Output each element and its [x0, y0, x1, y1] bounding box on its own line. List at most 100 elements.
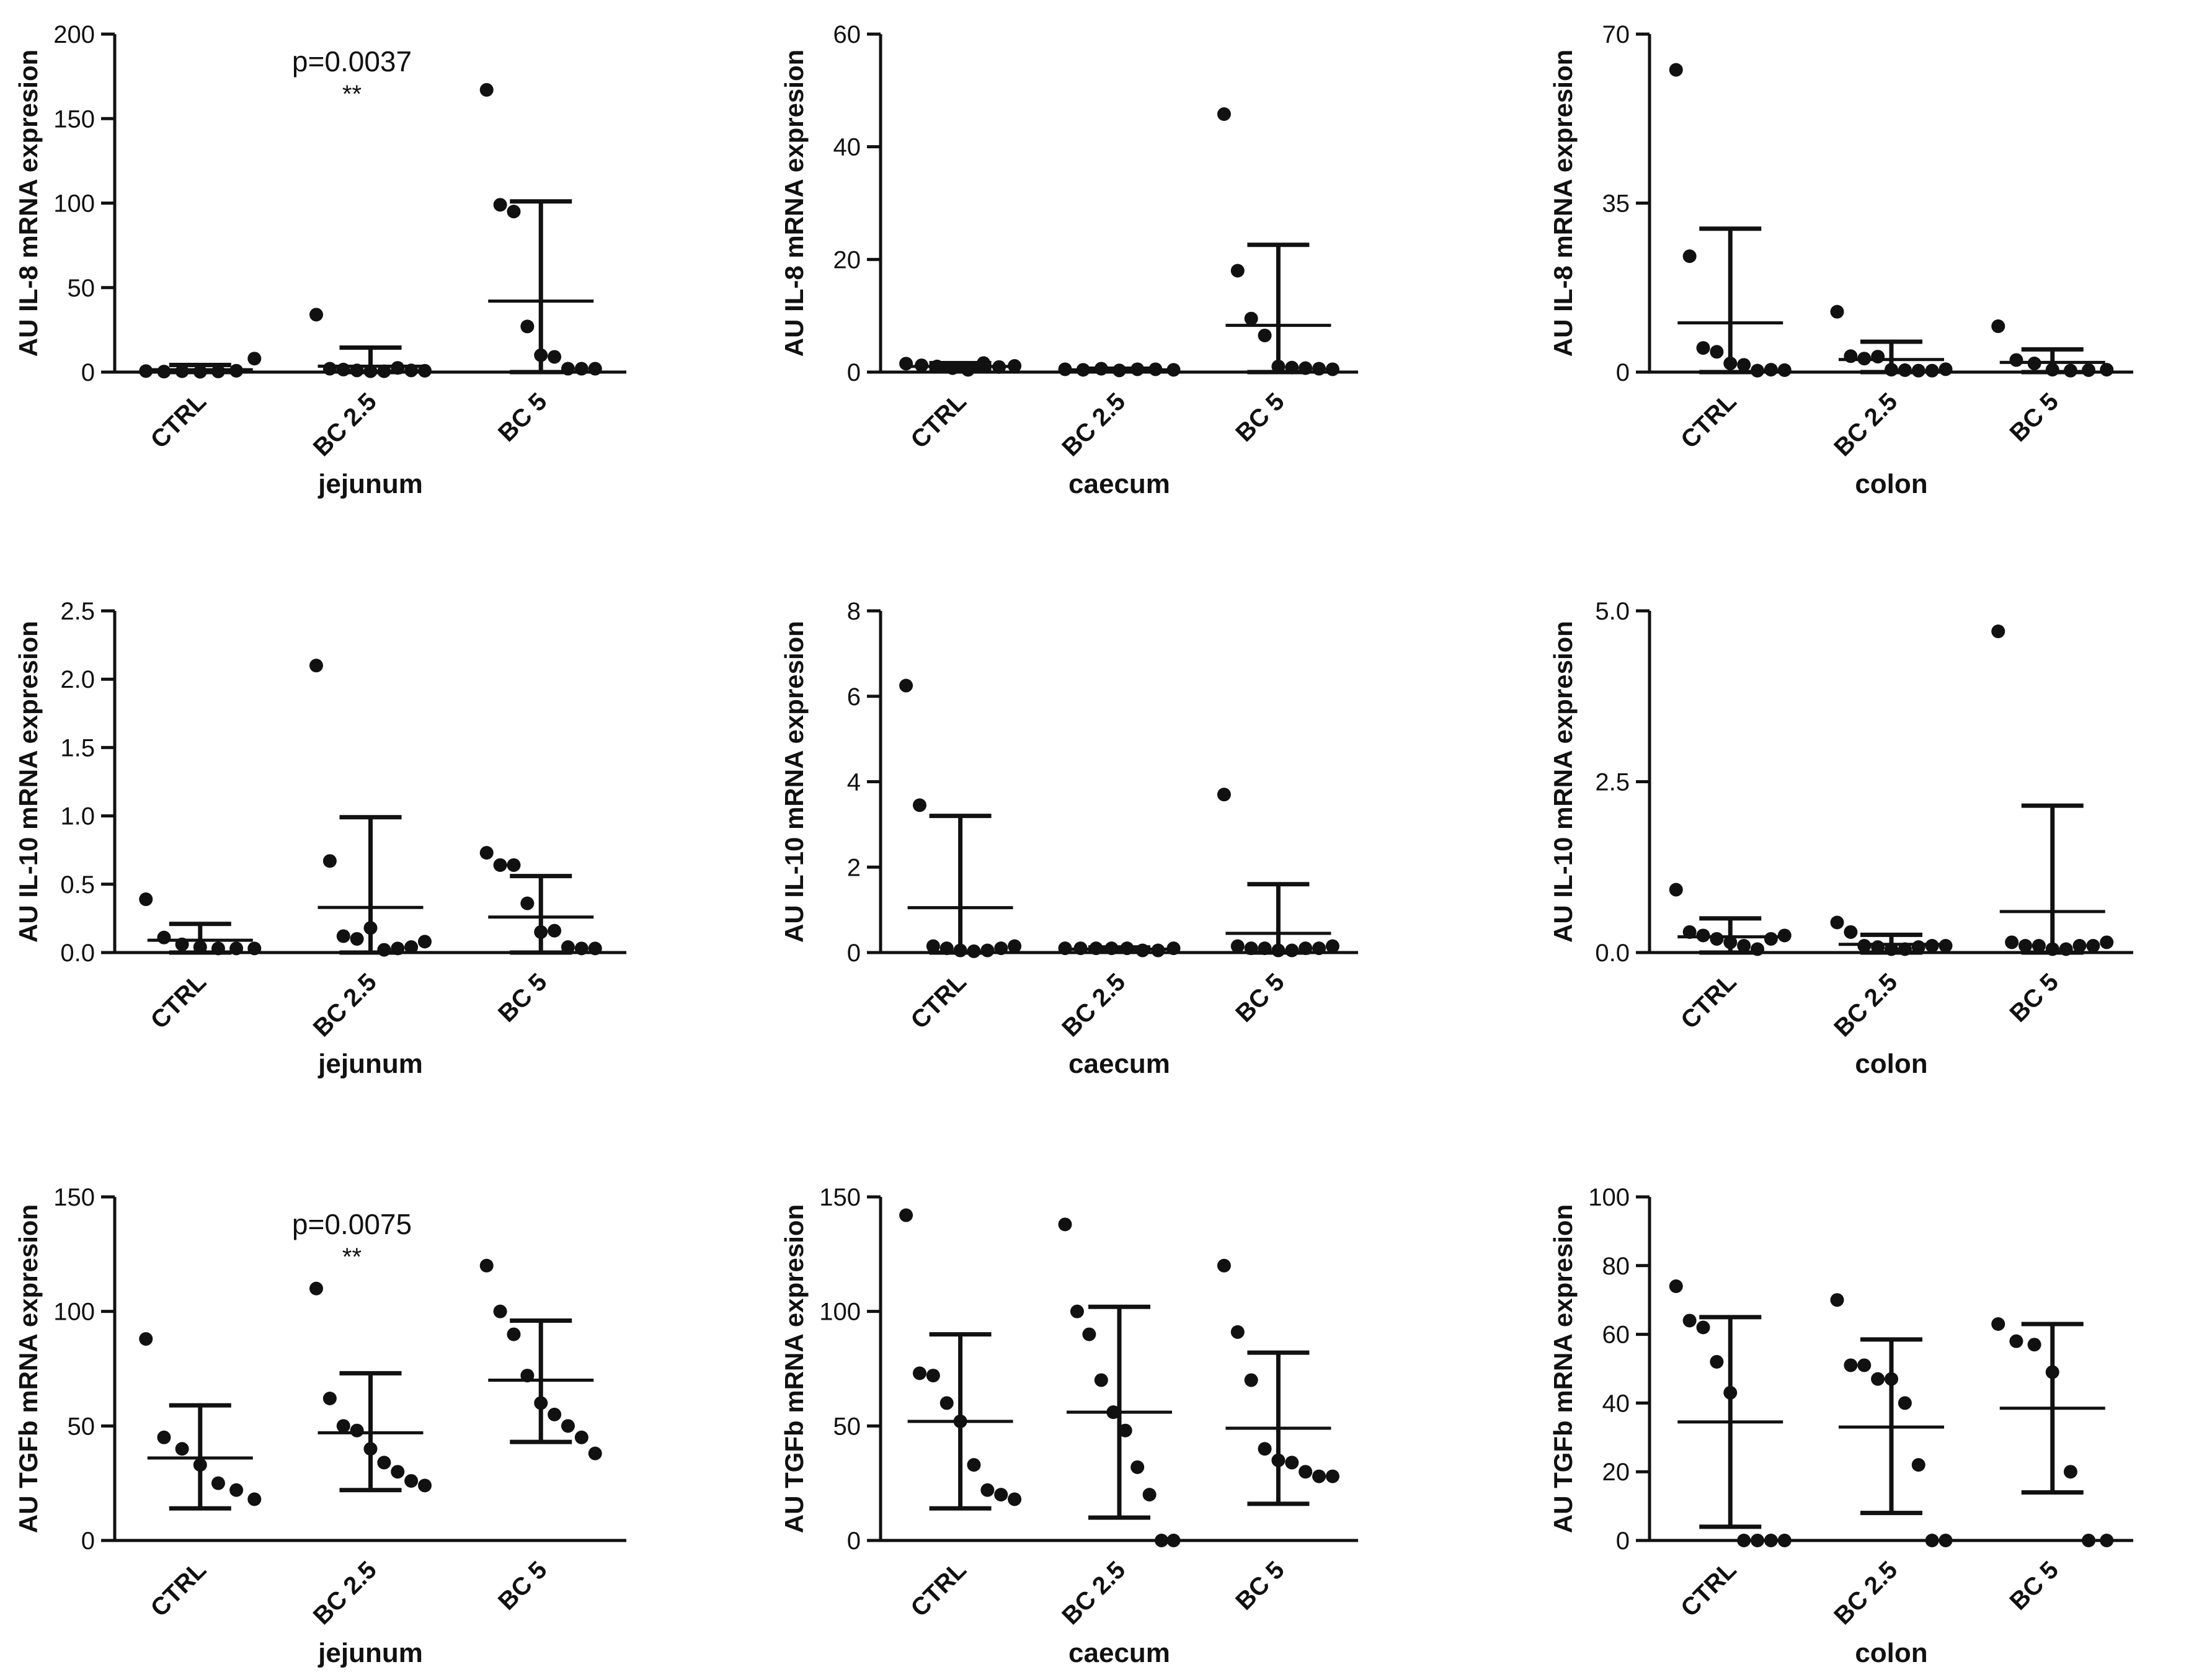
data-point [1148, 362, 1163, 376]
data-point [139, 892, 153, 907]
data-point [912, 798, 926, 812]
y-tick-label: 40 [1602, 1390, 1630, 1417]
data-point [1285, 1456, 1299, 1470]
data-point [2045, 942, 2059, 956]
x-tick-label: BC 5 [1230, 968, 1290, 1028]
data-point [418, 1478, 432, 1493]
significance-stars: ** [342, 1243, 362, 1271]
y-tick-label: 0 [81, 359, 95, 386]
data-point [1925, 938, 1939, 953]
data-point [980, 943, 995, 958]
data-point [1696, 1320, 1710, 1335]
x-tick-label: CTRL [146, 1556, 212, 1622]
data-point [1777, 363, 1792, 377]
y-axis-title: AU TGFb mRNA expresion [14, 1204, 43, 1534]
x-axis-title: caecum [1068, 1049, 1170, 1079]
x-axis-title: jejunum [318, 469, 423, 499]
data-point [899, 357, 913, 371]
data-point [520, 1369, 535, 1383]
data-point [953, 943, 967, 958]
y-tick-label: 200 [53, 21, 95, 48]
data-point [2005, 935, 2019, 949]
y-tick-label: 50 [68, 1413, 95, 1440]
data-point [1166, 1534, 1181, 1547]
data-point [1669, 63, 1683, 77]
data-point [507, 858, 521, 872]
data-point [193, 365, 207, 379]
data-point [1230, 264, 1245, 278]
x-tick-label: BC 2.5 [1829, 1556, 1903, 1630]
data-point [418, 935, 432, 949]
y-axis-title: AU IL-8 mRNA expresion [1548, 50, 1578, 357]
x-tick-label: BC 5 [493, 1556, 553, 1616]
data-point [574, 362, 588, 376]
data-point [1871, 350, 1885, 364]
y-tick-label: 150 [53, 1184, 95, 1211]
data-point [2045, 363, 2059, 377]
data-point [1925, 1534, 1939, 1547]
data-point [1155, 1534, 1169, 1547]
x-tick-label: BC 2.5 [1829, 968, 1903, 1042]
data-point [1285, 943, 1299, 958]
data-point [1710, 1354, 1724, 1369]
y-tick-label: 5.0 [1595, 598, 1630, 625]
data-point [2100, 1534, 2114, 1547]
data-point [1682, 249, 1697, 264]
data-point [1885, 363, 1898, 377]
data-point [561, 1419, 575, 1433]
data-point [1939, 1534, 1953, 1547]
data-point [1258, 941, 1272, 956]
data-point [247, 941, 262, 956]
data-point [2086, 938, 2100, 953]
data-point [377, 943, 391, 957]
data-point [1682, 1313, 1697, 1328]
data-point [363, 364, 378, 378]
data-point [1089, 941, 1103, 956]
data-point [507, 205, 521, 219]
data-point [211, 941, 225, 956]
data-point [193, 1458, 207, 1472]
data-point [1166, 363, 1181, 377]
significance-stars: ** [342, 81, 362, 108]
data-point [1271, 1453, 1286, 1467]
data-point [994, 941, 1008, 956]
data-point [520, 319, 535, 334]
y-tick-label: 0 [81, 1527, 95, 1555]
data-point [193, 940, 207, 954]
data-point [1669, 882, 1683, 897]
x-axis-title: jejunum [318, 1049, 423, 1079]
data-point [1076, 363, 1090, 377]
panel-1: 0 50 100 150 200 AU IL-8 mRNA expresion jejunu… [14, 21, 626, 499]
y-tick-label: 0 [1616, 359, 1630, 386]
x-tick-label: BC 5 [2005, 1556, 2064, 1616]
y-tick-label: 2.0 [60, 666, 95, 693]
data-point [1073, 941, 1088, 956]
y-tick-label: 1.5 [60, 734, 95, 762]
data-point [588, 1446, 602, 1460]
data-point [2045, 1365, 2059, 1379]
data-point [2009, 1334, 2023, 1348]
x-tick-label: BC 2.5 [1057, 388, 1130, 461]
data-point [507, 1327, 521, 1341]
data-point [2018, 938, 2032, 953]
data-point [175, 364, 189, 378]
panel-3: 0 35 70 AU IL-8 mRNA expresion colon CTRL BC 2… [1548, 21, 2133, 499]
data-point [899, 678, 913, 693]
data-point [1244, 1373, 1258, 1387]
data-point [157, 930, 171, 944]
data-point [418, 363, 432, 378]
data-point [1830, 915, 1844, 930]
data-point [322, 362, 337, 376]
x-tick-label: BC 2.5 [308, 1556, 382, 1630]
x-tick-label: CTRL [146, 388, 212, 454]
data-point [309, 308, 323, 322]
data-point [1682, 925, 1697, 939]
y-tick-label: 60 [833, 21, 861, 48]
data-point [2072, 938, 2087, 953]
data-point [479, 846, 494, 860]
data-point [404, 1473, 419, 1488]
x-tick-label: CTRL [146, 968, 212, 1034]
data-point [1058, 941, 1072, 956]
y-tick-label: 6 [847, 683, 861, 711]
